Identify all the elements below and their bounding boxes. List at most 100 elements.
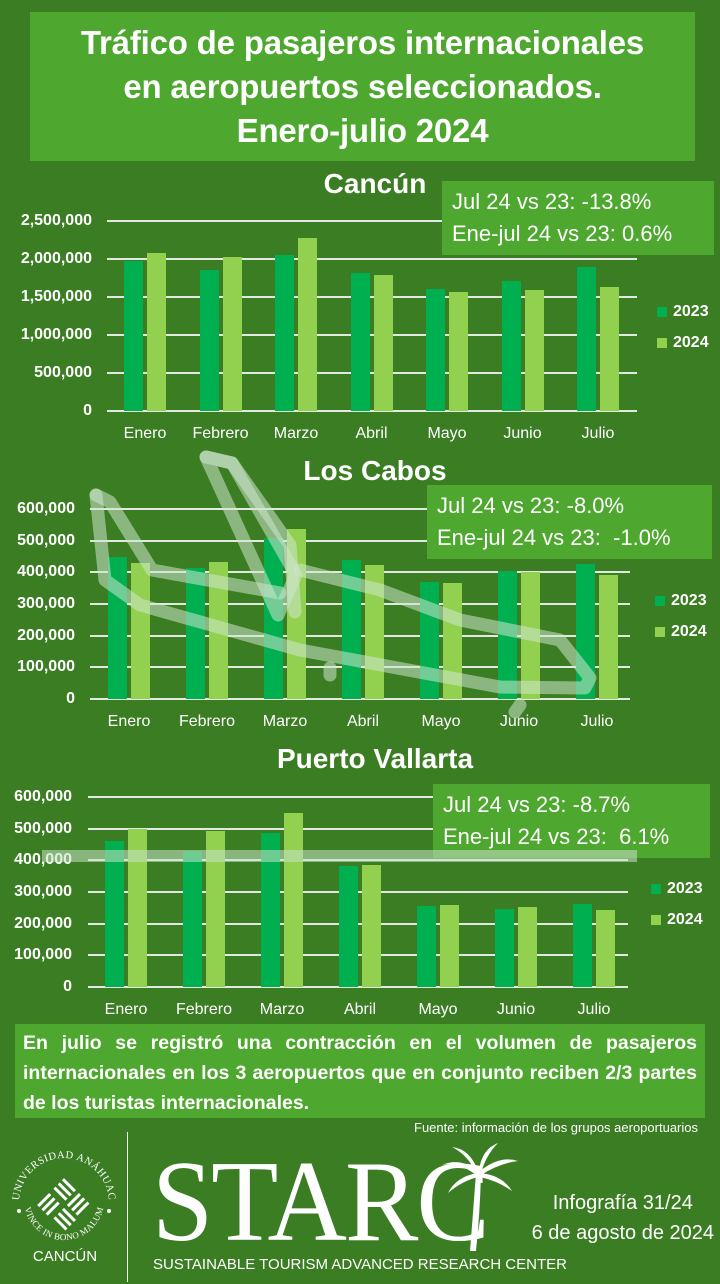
bar-2024-enero xyxy=(147,252,166,411)
y-tick-label: 300,000 xyxy=(14,883,72,900)
gridline xyxy=(107,410,637,412)
gridline xyxy=(88,827,628,830)
y-tick-label: 2,500,000 xyxy=(20,212,92,229)
comparison-callout: Jul 24 vs 23: -8.0% Ene-jul 24 vs 23: -1.… xyxy=(427,485,712,559)
legend-label: 2024 xyxy=(671,622,707,640)
y-tick-label: 500,000 xyxy=(17,531,75,549)
legend: 2023 2024 xyxy=(657,296,709,358)
footer-divider xyxy=(127,1132,128,1282)
legend-label: 2023 xyxy=(673,302,709,320)
y-tick-label: 200,000 xyxy=(17,626,75,644)
chart-title: Puerto Vallarta xyxy=(276,743,474,774)
universidad-anahuac-logo-icon: UNIVERSIDAD ANÁHUAC VINCE IN BONO MALUM xyxy=(11,1150,117,1242)
y-tick-label: 400,000 xyxy=(17,563,75,581)
legend: 2023 2024 xyxy=(651,873,703,935)
legend-item: 2024 xyxy=(651,904,703,935)
legend: 2023 2024 xyxy=(655,585,707,647)
ytd-comparison: Ene-jul 24 vs 23: -1.0% xyxy=(437,525,671,550)
x-tick-label: Abril xyxy=(355,425,388,442)
legend-swatch-icon xyxy=(657,337,667,348)
legend-label: 2023 xyxy=(667,879,703,897)
gridline xyxy=(107,258,637,260)
bar-2024-abril xyxy=(362,865,381,987)
comparison-callout: Jul 24 vs 23: -8.7% Ene-jul 24 vs 23: 6.1… xyxy=(433,784,710,858)
x-tick-label: Febrero xyxy=(192,425,249,442)
bar-2023-junio xyxy=(498,570,517,699)
y-tick-label: 100,000 xyxy=(14,946,72,964)
bar-2023-abril xyxy=(342,559,361,699)
university-city: CANCÚN xyxy=(32,1248,98,1265)
ring-top-text: UNIVERSIDAD ANÁHUAC xyxy=(11,1150,117,1201)
bar-2024-junio xyxy=(521,571,540,699)
legend-swatch-icon xyxy=(651,883,661,894)
bar-2023-junio xyxy=(501,281,521,411)
bar-2023-julio xyxy=(576,563,595,699)
bar-2023-febrero xyxy=(183,850,202,987)
source-note: Fuente: información de los grupos aeropo… xyxy=(414,1120,698,1135)
x-tick-label: Abril xyxy=(346,713,379,730)
bar-2024-marzo xyxy=(284,813,303,987)
bar-2023-enero xyxy=(108,557,127,699)
legend-swatch-icon xyxy=(657,306,667,317)
bar-2024-julio xyxy=(599,574,618,699)
gridline xyxy=(88,954,628,957)
bar-2023-junio xyxy=(495,908,514,987)
july-comparison: Jul 24 vs 23: -8.0% xyxy=(437,493,625,518)
x-tick-label: Julio xyxy=(580,713,614,730)
x-tick-label: Junio xyxy=(503,425,542,442)
x-tick-label: Marzo xyxy=(273,425,319,442)
y-tick-label: 600,000 xyxy=(14,788,72,805)
gridline xyxy=(107,334,637,336)
x-tick-label: Mayo xyxy=(421,713,461,730)
gridline xyxy=(88,986,628,988)
bar-2023-febrero xyxy=(186,568,205,699)
svg-text:UNIVERSIDAD ANÁHUAC: UNIVERSIDAD ANÁHUAC xyxy=(11,1150,117,1201)
y-tick-label: 300,000 xyxy=(17,595,75,612)
bar-2023-mayo xyxy=(420,581,439,699)
july-comparison: Jul 24 vs 23: -8.7% xyxy=(443,792,631,817)
gridline xyxy=(107,372,637,374)
bar-2023-mayo xyxy=(417,906,436,987)
infographic-info: Infografía 31/24 6 de agosto de 2024 xyxy=(532,1188,714,1248)
y-tick-label: 1,000,000 xyxy=(20,326,92,343)
title-line-1: Tráfico de pasajeros internacionales xyxy=(80,23,645,61)
summary-text: En julio se registró una contracción en … xyxy=(15,1024,705,1118)
bar-2023-enero xyxy=(105,841,124,987)
legend-label: 2024 xyxy=(673,333,709,351)
bar-2024-febrero xyxy=(206,831,225,987)
x-tick-label: Enero xyxy=(107,713,151,730)
x-tick-label: Marzo xyxy=(262,713,308,730)
y-tick-label: 200,000 xyxy=(14,914,72,932)
x-tick-label: Junio xyxy=(496,1001,536,1018)
y-tick-label: 0 xyxy=(66,690,75,707)
translucent-highlight-strip xyxy=(42,850,637,862)
x-tick-label: Febrero xyxy=(175,1001,233,1018)
legend-label: 2023 xyxy=(671,591,707,609)
x-tick-label: Mayo xyxy=(427,425,467,442)
bar-2024-febrero xyxy=(222,256,242,411)
legend-item: 2023 xyxy=(657,296,709,327)
infographic-number: Infografía 31/24 xyxy=(552,1192,693,1214)
x-tick-label: Abril xyxy=(343,1001,376,1018)
bar-2024-abril xyxy=(365,564,384,699)
bar-2024-mayo xyxy=(443,582,462,699)
july-comparison: Jul 24 vs 23: -13.8% xyxy=(452,189,652,214)
bar-2023-marzo xyxy=(264,538,283,699)
bar-2024-enero xyxy=(131,562,150,699)
legend-item: 2023 xyxy=(651,873,703,904)
x-tick-label: Julio xyxy=(581,425,615,442)
chart-title: Cancún xyxy=(323,168,427,199)
bar-2023-julio xyxy=(577,267,596,411)
bar-2023-abril xyxy=(350,272,370,411)
bar-2024-enero xyxy=(128,829,147,987)
bar-2023-marzo xyxy=(261,833,280,987)
chart-title: Los Cabos xyxy=(303,455,447,486)
legend-item: 2023 xyxy=(655,585,707,616)
y-tick-label: 600,000 xyxy=(17,500,75,517)
bar-2024-julio xyxy=(600,287,619,411)
bar-2024-junio xyxy=(524,290,544,411)
gridline xyxy=(90,698,630,700)
y-tick-label: 0 xyxy=(83,402,92,419)
legend-label: 2024 xyxy=(667,910,703,928)
y-tick-label: 500,000 xyxy=(34,364,92,381)
